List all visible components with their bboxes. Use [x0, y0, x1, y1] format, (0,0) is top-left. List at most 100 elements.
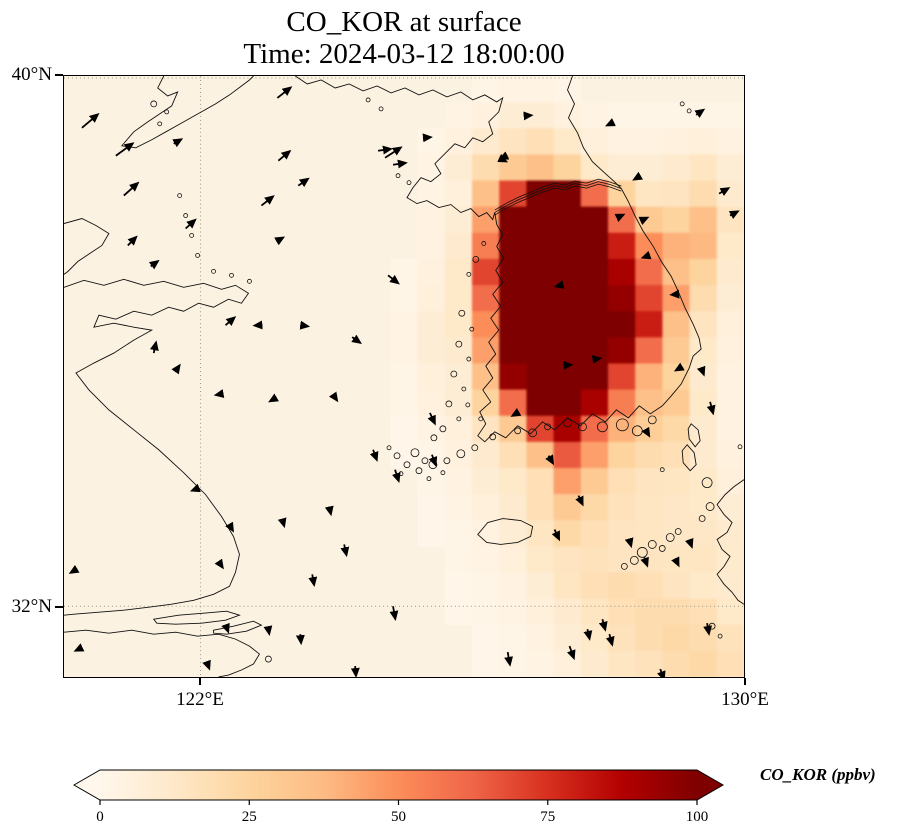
heat-cell	[444, 598, 473, 626]
heat-cell	[716, 232, 744, 260]
islet	[393, 452, 401, 460]
wind-arrow	[614, 213, 626, 223]
heat-cell	[526, 624, 555, 652]
colorbar-tick-label: 50	[391, 809, 406, 825]
islet	[686, 108, 692, 114]
heat-cell	[662, 258, 691, 286]
islet	[450, 370, 458, 378]
heat-cell	[635, 311, 664, 338]
chongming-sliver-2	[213, 620, 263, 635]
wind-arrow	[694, 108, 706, 118]
heat-cell	[499, 441, 528, 469]
heat-cell	[417, 206, 446, 234]
heat-cell	[417, 337, 446, 365]
heat-cell	[444, 311, 473, 338]
kyushu-west-coast	[716, 479, 744, 605]
wind-arrow	[510, 407, 522, 417]
heat-cell	[662, 128, 691, 155]
islet	[629, 556, 639, 565]
heat-cell	[608, 102, 636, 129]
islet	[456, 416, 462, 422]
heat-cell	[553, 624, 582, 652]
heat-cell	[417, 415, 446, 443]
heat-cell	[580, 285, 609, 312]
heat-cell	[499, 180, 528, 208]
heat-cell	[635, 337, 664, 365]
heat-cell	[580, 546, 609, 574]
islet	[659, 467, 665, 473]
heat-cell	[716, 363, 744, 391]
wind-arrow	[221, 622, 230, 634]
wind-arrow	[640, 556, 649, 568]
heat-cell	[635, 180, 664, 208]
heat-cell	[472, 258, 500, 286]
heat-cell	[580, 598, 609, 626]
heat-cell	[662, 650, 691, 677]
islet	[472, 256, 480, 263]
islet	[421, 457, 429, 465]
heat-cell	[716, 154, 744, 182]
wind-arrow	[123, 181, 140, 197]
heat-cell	[472, 598, 500, 626]
wind-arrow	[504, 651, 513, 667]
islet	[164, 109, 170, 115]
heat-cell	[526, 494, 555, 521]
heat-cell	[580, 258, 609, 286]
heat-cell	[553, 311, 582, 338]
wind-arrow	[369, 449, 379, 462]
lat-tick-32n	[55, 606, 63, 608]
heat-cell	[662, 311, 691, 338]
islet	[466, 271, 472, 277]
heat-cell	[499, 154, 528, 182]
heat-cell	[635, 154, 664, 182]
manchuria-korea-bay-coast	[295, 76, 504, 221]
islet	[150, 100, 158, 108]
heat-cell	[553, 363, 582, 391]
colorbar-tick-label: 75	[540, 809, 555, 825]
colorbar-tick-label: 0	[96, 809, 104, 825]
islet	[578, 422, 587, 432]
heat-cell	[689, 415, 718, 443]
heat-cell	[553, 128, 582, 155]
heat-cell	[390, 311, 419, 338]
islet	[386, 445, 392, 451]
heat-cell	[553, 389, 582, 417]
heat-cell	[689, 520, 718, 547]
heat-cell	[526, 128, 555, 155]
heat-cell	[390, 337, 419, 365]
heat-cell	[444, 441, 473, 469]
islet	[229, 272, 234, 278]
heat-cell	[608, 546, 636, 574]
heat-cell	[444, 285, 473, 312]
yangtze-south-bank	[64, 629, 261, 677]
wind-arrow	[340, 544, 350, 558]
heat-cell	[526, 520, 555, 547]
wind-arrow	[387, 274, 400, 285]
heat-cell	[689, 258, 718, 286]
heat-cell	[472, 467, 500, 495]
heat-cell	[472, 232, 500, 260]
wind-arrow	[213, 389, 225, 398]
map-plot-area	[63, 75, 745, 678]
wind-arrow	[703, 623, 713, 636]
wind-arrow	[377, 145, 393, 155]
wind-arrow	[575, 495, 584, 507]
heat-cell	[553, 206, 582, 234]
heat-cell	[716, 598, 744, 626]
heat-cell	[716, 441, 744, 469]
heat-cell	[526, 232, 555, 260]
heat-cell	[662, 598, 691, 626]
heat-cell	[608, 285, 636, 312]
wind-arrow	[671, 556, 680, 568]
heat-cell	[635, 128, 664, 155]
wind-arrow	[718, 187, 731, 196]
wind-arrow	[171, 363, 181, 375]
heat-cell	[662, 180, 691, 208]
wind-arrow	[297, 177, 310, 188]
wind-arrow	[115, 142, 135, 157]
islet	[430, 434, 438, 442]
heat-cell	[635, 598, 664, 626]
heat-cell	[689, 363, 718, 391]
heat-cell	[689, 467, 718, 495]
